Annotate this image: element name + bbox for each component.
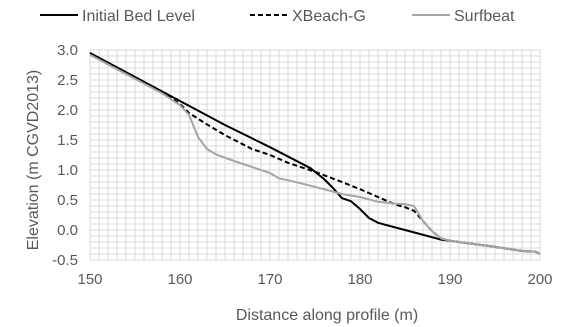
legend-label: Surfbeat: [454, 8, 515, 25]
x-tick-label: 170: [257, 271, 282, 288]
y-tick-label: -0.5: [52, 252, 78, 269]
y-axis-ticks: -0.5 0.0 0.5 1.0 1.5 2.0 2.5 3.0: [52, 42, 78, 269]
grid: [89, 49, 541, 261]
x-tick-label: 190: [437, 271, 462, 288]
x-tick-label: 150: [77, 271, 102, 288]
y-tick-label: 1.0: [57, 162, 78, 179]
y-tick-label: 0.5: [57, 192, 78, 209]
y-tick-label: 2.5: [57, 72, 78, 89]
legend-label: Initial Bed Level: [82, 8, 195, 25]
series-line-2: [89, 53, 541, 255]
y-axis-title: Elevation (m CGVD2013): [25, 70, 42, 251]
x-tick-label: 180: [347, 271, 372, 288]
x-axis-ticks: 150 160 170 180 190 200: [77, 271, 552, 288]
y-tick-label: 1.5: [57, 132, 78, 149]
x-tick-label: 200: [527, 271, 552, 288]
y-tick-label: 2.0: [57, 102, 78, 119]
x-axis-title: Distance along profile (m): [236, 307, 418, 324]
series-lines: [89, 52, 541, 255]
y-tick-label: 0.0: [57, 222, 78, 239]
x-tick-label: 160: [167, 271, 192, 288]
legend: Initial Bed Level XBeach-G Surfbeat: [40, 8, 515, 25]
legend-label: XBeach-G: [292, 8, 366, 25]
y-tick-label: 3.0: [57, 42, 78, 59]
